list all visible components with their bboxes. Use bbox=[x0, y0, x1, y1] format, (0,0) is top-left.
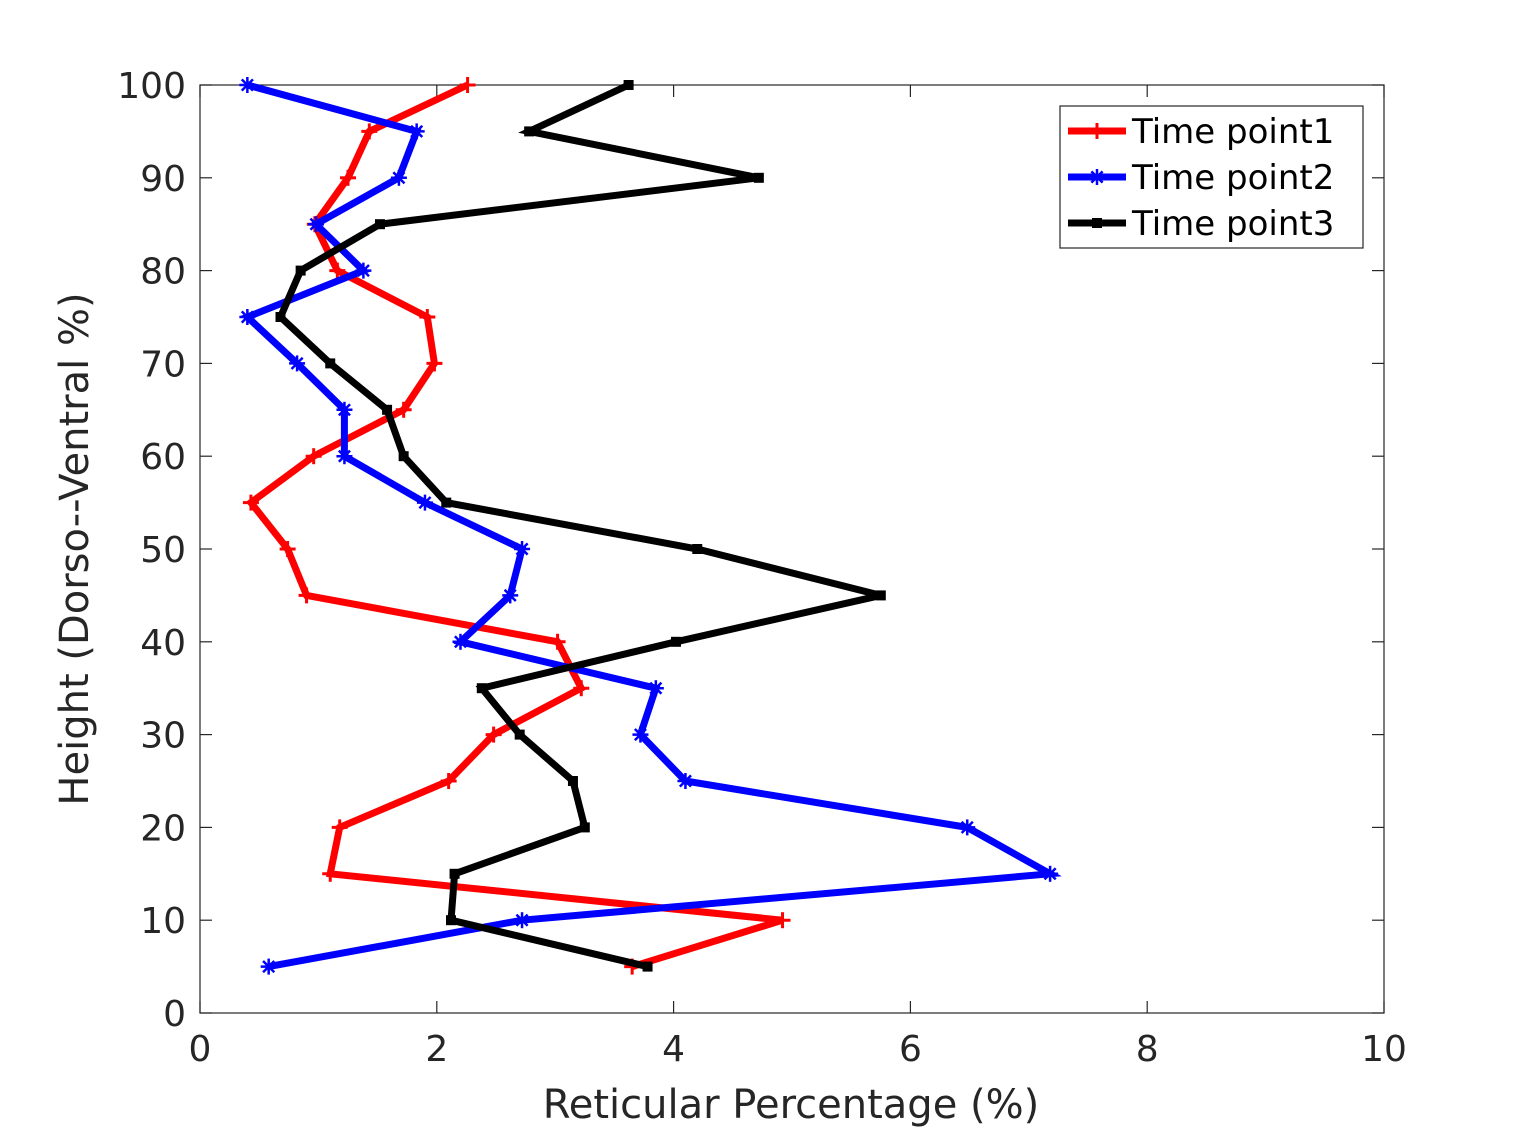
legend-item: Time point3 bbox=[1068, 204, 1334, 244]
data-point-marker bbox=[623, 80, 634, 90]
data-point-marker bbox=[240, 310, 254, 324]
data-point-marker bbox=[633, 728, 647, 742]
data-point-marker bbox=[1043, 867, 1057, 881]
series-line bbox=[276, 81, 882, 971]
data-point-marker bbox=[441, 497, 452, 508]
y-tick-label: 100 bbox=[117, 66, 186, 107]
data-point-marker bbox=[753, 172, 764, 183]
data-point-marker bbox=[309, 217, 323, 231]
data-point-marker bbox=[670, 636, 681, 647]
data-point-marker bbox=[262, 960, 276, 974]
data-point-marker bbox=[567, 776, 578, 786]
data-point-marker bbox=[875, 590, 886, 601]
series-line bbox=[245, 81, 784, 970]
data-point-marker bbox=[642, 961, 653, 972]
x-tick-label: 8 bbox=[1136, 1029, 1159, 1070]
legend-label: Time point2 bbox=[1131, 158, 1334, 198]
data-point-marker bbox=[503, 588, 517, 602]
legend-item: Time point1 bbox=[1068, 112, 1334, 152]
data-point-marker bbox=[398, 451, 409, 462]
data-point-marker bbox=[515, 542, 529, 556]
data-point-marker bbox=[960, 820, 974, 834]
data-point-marker bbox=[337, 403, 351, 417]
data-point-marker bbox=[678, 774, 692, 788]
x-tick-label: 4 bbox=[662, 1029, 685, 1070]
y-tick-label: 60 bbox=[140, 437, 186, 478]
data-point-marker bbox=[446, 915, 457, 926]
legend-label: Time point3 bbox=[1131, 204, 1334, 244]
y-tick-label: 40 bbox=[140, 623, 186, 664]
y-tick-label: 10 bbox=[140, 901, 186, 942]
data-point-marker bbox=[290, 356, 304, 370]
data-point-marker bbox=[524, 126, 535, 137]
series-3 bbox=[275, 80, 886, 972]
data-point-marker bbox=[240, 78, 254, 92]
data-point-marker bbox=[325, 358, 336, 369]
data-point-marker bbox=[579, 822, 590, 833]
y-tick-label: 70 bbox=[140, 344, 186, 385]
data-point-marker bbox=[382, 404, 393, 415]
data-point-marker bbox=[476, 683, 487, 694]
data-point-marker bbox=[649, 681, 663, 695]
legend-label: Time point1 bbox=[1131, 112, 1334, 152]
data-point-marker bbox=[410, 124, 424, 138]
data-point-marker bbox=[374, 219, 385, 230]
y-tick-label: 90 bbox=[140, 159, 186, 200]
data-point-marker bbox=[275, 312, 286, 322]
x-tick-label: 0 bbox=[189, 1029, 212, 1070]
data-point-marker bbox=[392, 171, 406, 185]
data-point-marker bbox=[1092, 218, 1102, 228]
data-point-marker bbox=[514, 729, 525, 740]
data-point-marker bbox=[449, 868, 460, 879]
x-axis-label: Reticular Percentage (%) bbox=[543, 1082, 1039, 1128]
x-tick-label: 2 bbox=[425, 1029, 448, 1070]
series-lines bbox=[239, 77, 1062, 975]
legend-item: Time point2 bbox=[1068, 158, 1334, 198]
y-tick-label: 50 bbox=[140, 530, 186, 571]
data-point-marker bbox=[295, 265, 306, 276]
data-point-marker bbox=[418, 496, 432, 510]
series-2 bbox=[239, 77, 1062, 975]
data-point-marker bbox=[515, 913, 529, 927]
data-point-marker bbox=[337, 449, 351, 463]
y-tick-label: 30 bbox=[140, 716, 186, 757]
y-tick-label: 0 bbox=[163, 994, 186, 1035]
y-axis-label: Height (Dorso--Ventral %) bbox=[52, 292, 98, 805]
x-tick-label: 6 bbox=[899, 1029, 922, 1070]
data-point-marker bbox=[356, 264, 370, 278]
legend: Time point1 Time point2 Time point3 bbox=[1059, 105, 1364, 249]
y-tick-label: 80 bbox=[140, 252, 186, 293]
series-line bbox=[240, 81, 1062, 971]
x-tick-label: 10 bbox=[1361, 1029, 1407, 1070]
data-point-marker bbox=[692, 544, 703, 554]
y-tick-label: 20 bbox=[140, 808, 186, 849]
data-point-marker bbox=[1090, 170, 1104, 184]
data-point-marker bbox=[453, 635, 467, 649]
